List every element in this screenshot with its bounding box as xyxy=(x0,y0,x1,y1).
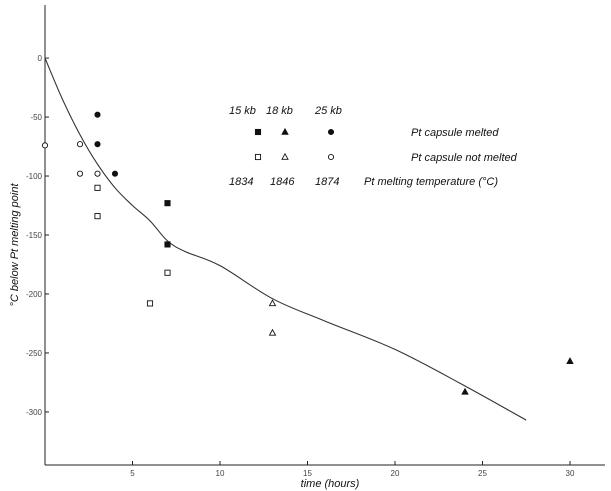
y-tick-label: -150 xyxy=(26,231,43,240)
tick-marks xyxy=(45,57,571,465)
y-tick-label: -300 xyxy=(26,408,43,417)
legend-header-15kb: 15 kb xyxy=(229,105,256,117)
data-point xyxy=(76,141,84,148)
y-tick-label: -100 xyxy=(26,172,43,181)
y-tick-label: -250 xyxy=(26,349,43,358)
data-point xyxy=(146,300,154,307)
x-tick-label: 15 xyxy=(303,469,312,478)
data-point xyxy=(94,170,101,177)
data-point xyxy=(268,299,277,307)
legend-melt-temp-18kb: 1846 xyxy=(270,176,295,188)
data-point xyxy=(164,241,171,248)
x-tick-label: 5 xyxy=(130,469,135,478)
legend-symbol xyxy=(327,153,335,161)
legend-symbol xyxy=(254,128,262,136)
data-point xyxy=(41,142,49,149)
y-tick-label: -50 xyxy=(30,113,42,122)
x-tick-label: 30 xyxy=(566,469,575,478)
legend-header-18kb: 18 kb xyxy=(266,105,293,117)
data-point xyxy=(111,170,119,177)
data-point xyxy=(566,357,574,364)
legend: 15 kb 18 kb 25 kb Pt capsule melted Pt c… xyxy=(229,105,518,188)
data-point xyxy=(268,328,277,336)
y-axis-title: °C below Pt melting point xyxy=(9,183,21,307)
data-point xyxy=(94,111,101,118)
legend-label-melt-temp: Pt melting temperature (°C) xyxy=(364,176,498,188)
legend-label-melted: Pt capsule melted xyxy=(411,127,499,139)
legend-symbol xyxy=(281,152,289,160)
data-point xyxy=(94,184,101,191)
legend-header-25kb: 25 kb xyxy=(314,105,342,117)
axes xyxy=(44,5,605,466)
x-tick-label: 10 xyxy=(216,469,225,478)
data-point xyxy=(76,170,84,177)
legend-symbols xyxy=(254,127,335,161)
tick-labels: 5 10 15 20 25 30 0 -50 -100 -150 -200 -250 -300 xyxy=(26,54,575,478)
legend-symbol xyxy=(254,153,262,161)
data-points xyxy=(41,111,574,395)
legend-symbol xyxy=(281,127,289,135)
data-point xyxy=(461,387,469,395)
x-tick-label: 25 xyxy=(478,469,487,478)
y-tick-label: -200 xyxy=(26,290,43,299)
data-point xyxy=(94,213,101,220)
x-axis-title: time (hours) xyxy=(301,478,360,490)
legend-symbol xyxy=(327,128,335,136)
legend-label-not-melted: Pt capsule not melted xyxy=(411,152,518,164)
legend-melt-temp-15kb: 1834 xyxy=(229,176,253,188)
legend-melt-temp-25kb: 1874 xyxy=(315,176,339,188)
x-tick-label: 20 xyxy=(391,469,400,478)
data-point xyxy=(164,200,171,207)
data-point xyxy=(164,269,171,276)
y-tick-label: 0 xyxy=(38,54,43,63)
data-point xyxy=(94,141,101,148)
